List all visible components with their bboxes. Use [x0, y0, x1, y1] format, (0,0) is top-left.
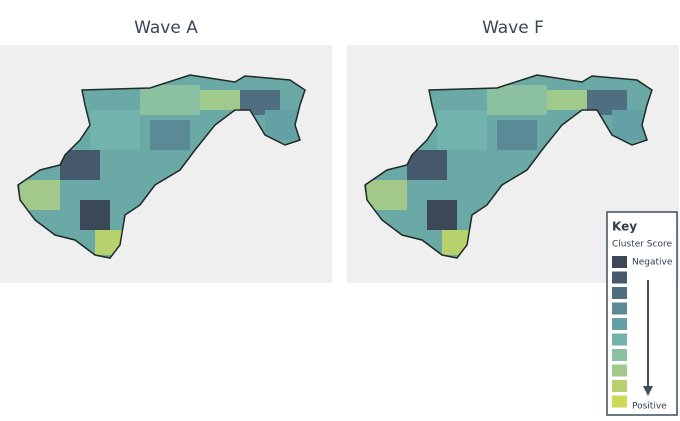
map-title: Wave A — [134, 18, 198, 38]
legend-swatch — [612, 287, 627, 299]
legend-title: Key — [612, 220, 637, 234]
map-wave-a — [0, 45, 332, 283]
legend-swatch — [612, 364, 627, 377]
legend: Key Cluster Score Negative Positive — [606, 211, 678, 416]
legend-swatch — [612, 395, 627, 408]
legend-arrowhead — [643, 386, 653, 396]
legend-swatch — [612, 380, 627, 392]
map-title: Wave F — [482, 18, 544, 38]
legend-swatch — [612, 318, 627, 330]
legend-subtitle: Cluster Score — [612, 240, 672, 250]
legend-label: Positive — [632, 402, 667, 412]
legend-swatch — [612, 256, 627, 268]
legend-swatch — [612, 333, 627, 346]
legend-swatch — [612, 349, 627, 361]
legend-swatch — [612, 271, 627, 284]
legend-label: Negative — [632, 258, 673, 268]
legend-swatch — [612, 302, 627, 315]
